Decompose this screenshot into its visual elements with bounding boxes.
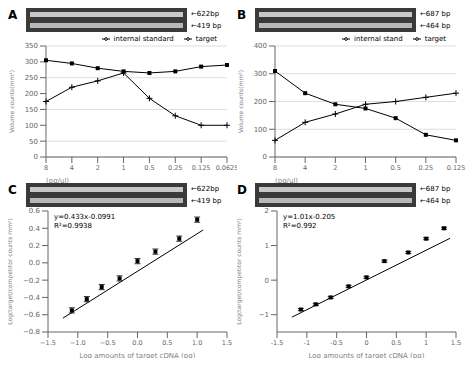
- svg-text:Log amounts of target cDNA (pg: Log amounts of target cDNA (pg): [309, 352, 425, 358]
- svg-text:0.125: 0.125: [447, 164, 466, 172]
- svg-text:8: 8: [44, 164, 48, 172]
- svg-text:300: 300: [254, 70, 267, 78]
- html-text:target: target: [424, 35, 446, 43]
- html-text:B: B: [237, 8, 247, 22]
- svg-text:−0.6: −0.6: [23, 311, 41, 319]
- svg-text:Log(target/competitor counts m: Log(target/competitor counts mm²): [8, 218, 14, 324]
- svg-text:100: 100: [254, 126, 267, 134]
- svg-text:200: 200: [25, 90, 38, 98]
- html-text:←464 bp: ←464 bp: [420, 197, 451, 205]
- svg-text:−0.5: −0.5: [100, 339, 116, 347]
- svg-text:−1: −1: [259, 311, 269, 319]
- html-text:←687 bp: ←687 bp: [420, 185, 451, 193]
- svg-text:2: 2: [96, 164, 100, 172]
- svg-text:1.5: 1.5: [451, 339, 461, 347]
- svg-text:1: 1: [424, 339, 428, 347]
- svg-text:400: 400: [254, 42, 267, 50]
- svg-text:350: 350: [25, 42, 38, 50]
- svg-text:0.0: 0.0: [132, 339, 142, 347]
- svg-text:200: 200: [254, 98, 267, 106]
- svg-text:0: 0: [265, 277, 269, 285]
- svg-text:−0.2: −0.2: [23, 277, 40, 285]
- svg-text:-0.5: -0.5: [330, 339, 343, 347]
- svg-text:0.0: 0.0: [29, 259, 40, 267]
- html-text:internal standard: internal standard: [113, 35, 174, 43]
- svg-text:150: 150: [25, 106, 38, 114]
- svg-text:0.25: 0.25: [168, 164, 182, 172]
- svg-text:-1: -1: [304, 339, 310, 347]
- svg-text:1: 1: [122, 164, 126, 172]
- svg-text:0.5: 0.5: [391, 339, 401, 347]
- html-text:y=0.433x-0.0991: y=0.433x-0.0991: [54, 213, 116, 221]
- svg-text:0.5: 0.5: [162, 339, 172, 347]
- svg-text:4: 4: [303, 164, 307, 172]
- svg-text:100: 100: [25, 122, 38, 130]
- svg-text:0.6: 0.6: [29, 207, 41, 215]
- svg-text:0.125: 0.125: [192, 164, 211, 172]
- svg-text:0: 0: [364, 339, 368, 347]
- svg-text:0.0625: 0.0625: [216, 164, 237, 172]
- svg-text:4: 4: [70, 164, 74, 172]
- html-text:←419 bp: ←419 bp: [191, 22, 222, 30]
- svg-text:-1.5: -1.5: [271, 339, 284, 347]
- svg-text:Log amounts of target cDNA (pg: Log amounts of target cDNA (pg): [80, 352, 196, 358]
- html-text:R²=0.992: R²=0.992: [283, 222, 317, 230]
- svg-text:2: 2: [265, 207, 269, 215]
- html-text:←687 bp: ←687 bp: [420, 10, 451, 18]
- html-text:A: A: [8, 8, 18, 22]
- svg-text:1: 1: [265, 242, 269, 250]
- html-text:←419 bp: ←419 bp: [191, 197, 222, 205]
- svg-text:0: 0: [263, 153, 267, 161]
- svg-text:Log(target/competitor counts m: Log(target/competitor counts mm²): [237, 218, 243, 324]
- svg-text:−1.5: −1.5: [40, 339, 56, 347]
- svg-text:Volume counts(mm²): Volume counts(mm²): [237, 70, 244, 133]
- html-text:internal stand: internal stand: [354, 35, 403, 43]
- svg-text:0.5: 0.5: [144, 164, 154, 172]
- svg-text:0.4: 0.4: [29, 225, 41, 233]
- html-text:←622bp: ←622bp: [191, 185, 220, 193]
- svg-text:2: 2: [333, 164, 337, 172]
- svg-text:300: 300: [25, 58, 38, 66]
- svg-text:0.5: 0.5: [390, 164, 400, 172]
- svg-text:−0.8: −0.8: [23, 328, 40, 336]
- html-text:y=1.01x-0.205: y=1.01x-0.205: [283, 213, 336, 221]
- svg-text:0.2: 0.2: [29, 242, 40, 250]
- svg-text:0.25: 0.25: [419, 164, 433, 172]
- svg-text:250: 250: [25, 74, 38, 82]
- svg-text:−0.4: −0.4: [23, 294, 41, 302]
- html-text:←622bp: ←622bp: [191, 10, 220, 18]
- svg-text:1.0: 1.0: [192, 339, 202, 347]
- svg-text:−1.0: −1.0: [70, 339, 86, 347]
- svg-text:0: 0: [34, 153, 38, 161]
- svg-text:1: 1: [363, 164, 367, 172]
- html-text:C: C: [8, 183, 17, 197]
- svg-text:8: 8: [273, 164, 277, 172]
- svg-text:Volume counts(mm²): Volume counts(mm²): [8, 70, 15, 133]
- svg-text:50: 50: [29, 138, 38, 146]
- html-text:target: target: [195, 35, 217, 43]
- html-text:D: D: [237, 183, 247, 197]
- svg-text:1.5: 1.5: [222, 339, 232, 347]
- html-text:←464 bp: ←464 bp: [420, 22, 451, 30]
- html-text:R²=0.9938: R²=0.9938: [54, 222, 92, 230]
